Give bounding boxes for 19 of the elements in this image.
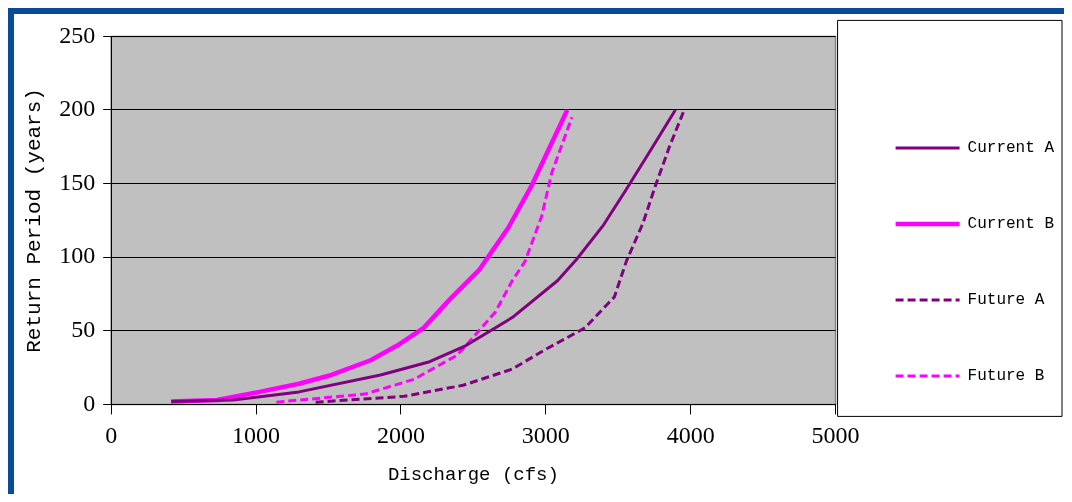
y-tick-label: 0 [83,389,96,416]
legend-label: Future A [967,291,1045,310]
y-tick-label: 250 [59,21,96,48]
y-tick-label: 100 [59,242,96,269]
y-axis-title: Return Period (years) [23,88,47,353]
x-tick-label: 1000 [232,422,281,449]
y-tick-label: 200 [59,95,96,122]
x-tick-label: 2000 [376,422,425,449]
legend-label: Current A [967,139,1055,158]
line-series [274,115,574,404]
x-tick-label: 3000 [521,422,570,449]
legend-label: Current B [967,215,1055,234]
x-tick-label: 5000 [811,422,860,449]
x-tick-label: 0 [105,422,118,449]
x-axis-title: Discharge (cfs) [387,463,559,486]
y-tick-label: 150 [59,168,96,195]
legend-label: Future B [967,367,1045,386]
x-tick-label: 4000 [666,422,715,449]
y-tick-label: 50 [71,316,96,343]
